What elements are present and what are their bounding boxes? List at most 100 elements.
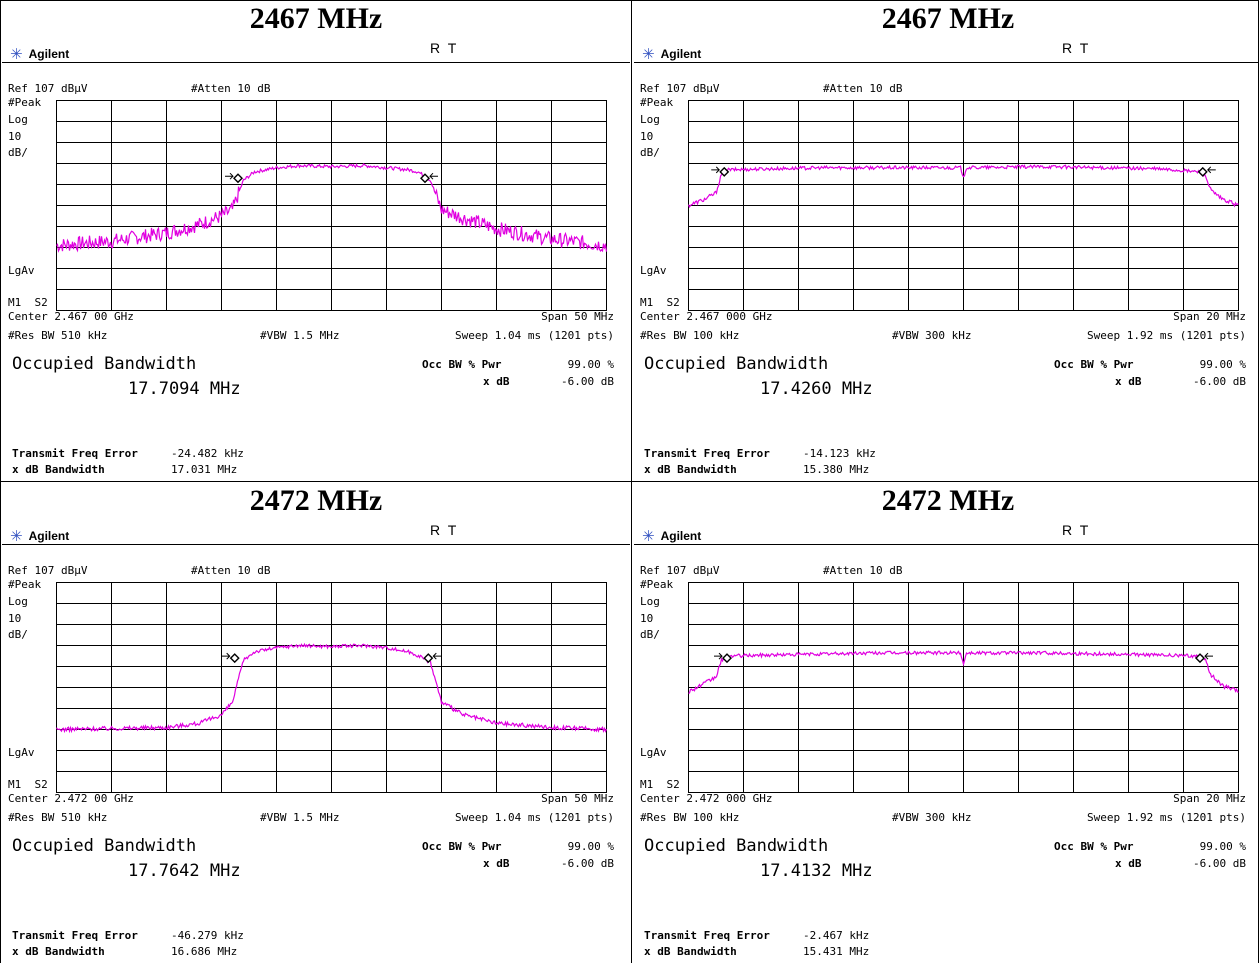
xdb-label: x dB <box>483 375 510 388</box>
vbw: #VBW 1.5 MHz <box>260 811 340 824</box>
ref-level: Ref 107 dBµV <box>640 564 720 577</box>
marker-diamond <box>233 173 243 184</box>
mode-indicator: R T <box>430 522 459 538</box>
xdb-value: -6.00 dB <box>561 375 614 388</box>
xdb-value: -6.00 dB <box>1193 857 1246 870</box>
marker-label: M1 S2 <box>8 296 48 309</box>
brand-name: Agilent <box>660 529 702 543</box>
xdb-bandwidth-label: x dB Bandwidth <box>644 463 737 476</box>
xdb-bandwidth-value: 16.686 MHz <box>171 945 238 958</box>
center-frequency: Center 2.472 000 GHz <box>640 792 773 805</box>
marker-arrow <box>225 172 234 180</box>
ref-level: Ref 107 dBµV <box>8 564 88 577</box>
transmit-freq-error-label: Transmit Freq Error <box>12 929 138 942</box>
marker-arrow <box>432 652 442 660</box>
mode-indicator: R T <box>1062 522 1091 538</box>
agilent-logo-icon: ✳ <box>642 528 655 545</box>
transmit-freq-error-value: -46.279 kHz <box>171 929 244 942</box>
occ-bw-pwr-label: Occ BW % Pwr <box>422 358 502 371</box>
brand-row: ✳ Agilent <box>642 527 701 545</box>
vbw: #VBW 300 kHz <box>892 811 972 824</box>
marker-arrow <box>1204 652 1213 660</box>
mode-indicator: R T <box>430 40 459 56</box>
spectrum-plot <box>56 582 607 793</box>
center-frequency: Center 2.467 000 GHz <box>640 310 773 323</box>
marker-arrow <box>1207 166 1216 174</box>
center-frequency: Center 2.472 00 GHz <box>8 792 134 805</box>
ref-level: Ref 107 dBµV <box>8 82 88 95</box>
analyzer-panel: 2472 MHz ✳ Agilent R T Ref 107 dBµV #Atten 10… <box>2 483 630 964</box>
brand-name: Agilent <box>28 529 70 543</box>
brand-row: ✳ Agilent <box>642 45 701 63</box>
transmit-freq-error-value: -24.482 kHz <box>171 447 244 460</box>
res-bw: #Res BW 100 kHz <box>640 329 740 342</box>
scale-value-label: 10 <box>640 130 654 143</box>
scale-value-label: 10 <box>8 612 22 625</box>
occ-bw-pwr-value: 99.00 % <box>567 840 614 853</box>
center-frequency: Center 2.467 00 GHz <box>8 310 134 323</box>
occ-bw-pwr-value: 99.00 % <box>1199 840 1246 853</box>
xdb-label: x dB <box>483 857 510 870</box>
detector-label: #Peak <box>8 96 42 109</box>
header-divider <box>2 544 630 545</box>
marker-diamond <box>722 653 732 664</box>
marker-diamond <box>719 166 730 177</box>
sweep-label: Sweep 1.04 ms (1201 pts) <box>455 811 614 824</box>
transmit-freq-error-label: Transmit Freq Error <box>644 929 770 942</box>
scale-type-label: Log <box>640 113 660 126</box>
mode-indicator: R T <box>1062 40 1091 56</box>
xdb-bandwidth-label: x dB Bandwidth <box>12 463 105 476</box>
scale-unit-label: dB/ <box>8 146 28 159</box>
attenuation: #Atten 10 dB <box>823 82 903 95</box>
spectrum-trace <box>56 642 607 734</box>
occupied-bandwidth-value: 17.4132 MHz <box>760 861 873 881</box>
brand-name: Agilent <box>660 47 702 61</box>
analyzer-panel: 2472 MHz ✳ Agilent R T Ref 107 dBµV #Atten 10… <box>634 483 1259 964</box>
spectrum-trace <box>688 649 1239 694</box>
panel-title: 2467 MHz <box>881 2 1015 35</box>
marker-arrow <box>429 172 438 180</box>
marker-diamond <box>1197 166 1208 177</box>
scale-type-label: Log <box>8 113 28 126</box>
spectrum-plot <box>688 100 1239 311</box>
occ-bw-pwr-label: Occ BW % Pwr <box>1054 840 1134 853</box>
detector-label: #Peak <box>8 578 42 591</box>
span-label: Span 20 MHz <box>1173 310 1246 323</box>
header-divider <box>634 544 1259 545</box>
xdb-bandwidth-value: 15.431 MHz <box>803 945 870 958</box>
panel-title: 2472 MHz <box>881 484 1015 517</box>
middle-divider <box>0 481 1259 482</box>
xdb-bandwidth-value: 15.380 MHz <box>803 463 870 476</box>
transmit-freq-error-label: Transmit Freq Error <box>644 447 770 460</box>
xdb-value: -6.00 dB <box>1193 375 1246 388</box>
transmit-freq-error-value: -14.123 kHz <box>803 447 876 460</box>
sweep-label: Sweep 1.04 ms (1201 pts) <box>455 329 614 342</box>
detector-label: #Peak <box>640 578 674 591</box>
brand-row: ✳ Agilent <box>10 527 69 545</box>
occupied-bandwidth-value: 17.7642 MHz <box>128 861 241 881</box>
transmit-freq-error-label: Transmit Freq Error <box>12 447 138 460</box>
analyzer-panel: 2467 MHz ✳ Agilent R T Ref 107 dBµV #Atten 10… <box>2 1 630 482</box>
occupied-bandwidth-value: 17.7094 MHz <box>128 379 241 399</box>
analyzer-panel: 2467 MHz ✳ Agilent R T Ref 107 dBµV #Atten 10… <box>634 1 1259 482</box>
vbw: #VBW 1.5 MHz <box>260 329 340 342</box>
marker-arrow <box>711 166 720 174</box>
marker-diamond <box>423 653 434 664</box>
spectrum-chart <box>56 582 607 793</box>
occ-bw-pwr-label: Occ BW % Pwr <box>422 840 502 853</box>
xdb-bandwidth-value: 17.031 MHz <box>171 463 238 476</box>
marker-label: M1 S2 <box>640 778 680 791</box>
marker-diamond <box>229 653 240 664</box>
xdb-label: x dB <box>1115 857 1142 870</box>
xdb-bandwidth-label: x dB Bandwidth <box>12 945 105 958</box>
occupied-bandwidth-value: 17.4260 MHz <box>760 379 873 399</box>
res-bw: #Res BW 510 kHz <box>8 811 108 824</box>
marker-diamond <box>420 173 430 184</box>
panel-title: 2467 MHz <box>249 2 383 35</box>
attenuation: #Atten 10 dB <box>823 564 903 577</box>
occupied-bandwidth-label: Occupied Bandwidth <box>12 354 197 374</box>
occupied-bandwidth-label: Occupied Bandwidth <box>644 354 829 374</box>
ref-level: Ref 107 dBµV <box>640 82 720 95</box>
spectrum-chart <box>56 100 607 311</box>
occ-bw-pwr-value: 99.00 % <box>567 358 614 371</box>
